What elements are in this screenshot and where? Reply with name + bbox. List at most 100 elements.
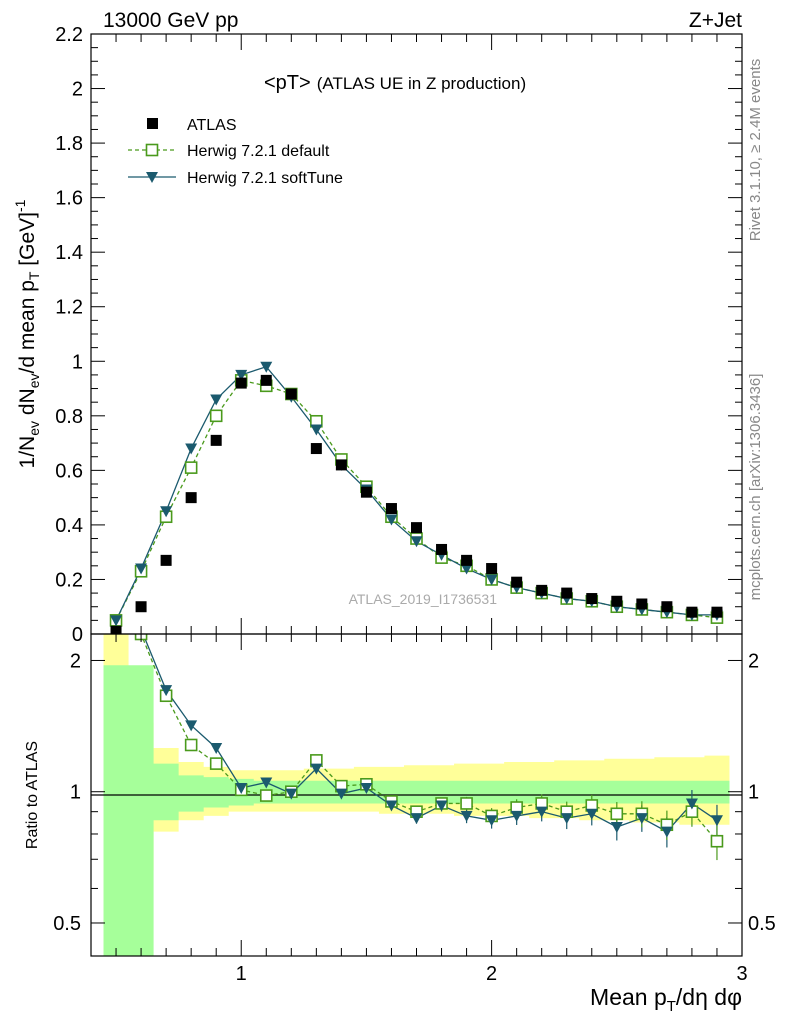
ratio-softtune-point — [360, 782, 373, 794]
atlas-point — [611, 595, 623, 607]
ratio-softtune-point — [660, 826, 673, 838]
atlas-point — [511, 576, 523, 588]
rivet-label: Rivet 3.1.10, ≥ 2.4M events — [747, 59, 764, 242]
ratio-softtune-point — [160, 685, 173, 697]
ratio-softtune-point — [260, 777, 273, 789]
ratio-softtune-point — [610, 822, 623, 834]
x-tick-label: 1 — [236, 963, 247, 985]
atlas-point — [310, 443, 322, 455]
main-y-tick-label: 0.4 — [55, 515, 83, 537]
ratio-softtune-point — [460, 810, 473, 822]
main-marks — [109, 361, 724, 634]
herwig-softtune-point — [160, 506, 173, 518]
main-y-axis-title: 1/Nev dNev/d mean pT [GeV]-1 — [12, 199, 42, 468]
ratio-y-tick-label-right: 0.5 — [748, 913, 776, 935]
ratio-softtune-point — [235, 782, 248, 794]
main-y-tick-label: 1.8 — [55, 133, 83, 155]
main-y-tick-label: 1.6 — [55, 188, 83, 210]
ratio-band-inner — [103, 665, 730, 956]
atlas-point — [561, 587, 573, 599]
atlas-point — [385, 503, 397, 515]
legend-default-label: Herwig 7.2.1 default — [187, 143, 330, 160]
ratio-default-point — [460, 797, 473, 810]
ratio-softtune-point — [710, 815, 723, 827]
ratio-softtune-point — [435, 800, 448, 812]
ratio-panel-frame — [90, 633, 743, 957]
x-tick-label: 2 — [486, 963, 497, 985]
main-y-tick-label: 0.2 — [55, 569, 83, 591]
legend-atlas-label: ATLAS — [187, 117, 237, 134]
legend-softtune-marker — [146, 172, 158, 183]
ratio-softtune-point — [335, 788, 348, 800]
ratio-y-tick-label-right: 2 — [748, 650, 759, 672]
herwig-default-point — [184, 461, 198, 474]
atlas-point — [536, 584, 548, 596]
atlas-point — [686, 606, 698, 618]
herwig-softtune-point — [385, 514, 398, 526]
ratio-softtune-point — [310, 763, 323, 775]
ratio-softtune-point — [535, 806, 548, 818]
ratio-softtune-point — [185, 720, 198, 732]
chart-title: <pT> (ATLAS UE in Z production) — [264, 72, 526, 94]
main-y-tick-label: 0.6 — [55, 460, 83, 482]
mcplots-label: mcplots.cern.ch [arXiv:1306.3436] — [747, 374, 764, 601]
atlas-point — [160, 554, 172, 566]
ratio-softtune-point — [560, 813, 573, 825]
ratio-default-point — [209, 757, 223, 770]
herwig-softtune-point — [410, 536, 423, 548]
axes: 0 0.2 0.4 0.6 0.8 1 1.2 1.4 1.6 1.8 2 2.2 1 2 3 0.5 0.5 1… — [53, 24, 776, 985]
atlas-point — [260, 374, 272, 386]
herwig-softtune-point — [310, 424, 323, 436]
ratio-default-point — [710, 834, 724, 848]
atlas-point — [335, 459, 347, 471]
ratio-softtune-point — [635, 813, 648, 825]
main-y-tick-label: 1.2 — [55, 297, 83, 319]
main-y-tick-label: 2.2 — [55, 24, 83, 46]
ratio-softtune-point — [285, 788, 298, 800]
ratio-default-point — [610, 807, 624, 821]
header-right: Z+Jet — [689, 9, 742, 32]
ratio-softtune-point — [510, 810, 523, 822]
herwig-softtune-point — [135, 563, 148, 575]
ratio-default-point — [184, 738, 198, 752]
legend: ATLAS Herwig 7.2.1 default Herwig 7.2.1 … — [128, 117, 343, 187]
main-y-tick-label: 2 — [72, 79, 83, 101]
atlas-point — [436, 543, 448, 555]
ratio-y-tick-label: 1 — [70, 782, 81, 804]
ratio-softtune-point — [485, 815, 498, 827]
herwig-softtune-point — [235, 369, 248, 381]
legend-default-marker — [145, 143, 159, 157]
ratio-softtune-point — [385, 800, 398, 812]
main-y-tick-label: 0.8 — [55, 406, 83, 428]
atlas-point — [210, 434, 222, 446]
main-y-tick-label: 1.4 — [55, 242, 83, 264]
ratio-default-point — [259, 789, 273, 802]
legend-softtune-label: Herwig 7.2.1 softTune — [187, 170, 343, 187]
ratio-softtune-point — [685, 798, 698, 810]
main-y-tick-label: 0 — [72, 624, 83, 646]
atlas-point — [135, 601, 147, 613]
herwig-softtune-point — [260, 361, 273, 373]
ratio-y-tick-label: 2 — [70, 650, 81, 672]
main-y-tick-label: 1 — [72, 351, 83, 373]
ratio-default-point — [111, 489, 122, 500]
atlas-point — [185, 492, 197, 504]
atlas-point — [411, 522, 422, 534]
atlas-point — [360, 486, 372, 498]
header-left: 13000 GeV pp — [103, 9, 238, 32]
atlas-point — [711, 606, 723, 618]
ratio-y-tick-label-right: 1 — [748, 782, 759, 804]
ratio-y-axis-title: Ratio to ATLAS — [24, 741, 41, 849]
analysis-id: ATLAS_2019_I1736531 — [349, 591, 498, 607]
herwig-default-line — [115, 379, 718, 621]
atlas-point — [636, 598, 648, 610]
ratio-softtune-point — [110, 482, 122, 493]
x-tick-label: 3 — [736, 963, 747, 985]
legend-atlas-marker — [147, 118, 158, 129]
ratio-marks — [110, 482, 724, 861]
herwig-softtune-point — [110, 615, 123, 627]
atlas-point — [285, 388, 297, 400]
herwig-default-point — [209, 409, 223, 423]
